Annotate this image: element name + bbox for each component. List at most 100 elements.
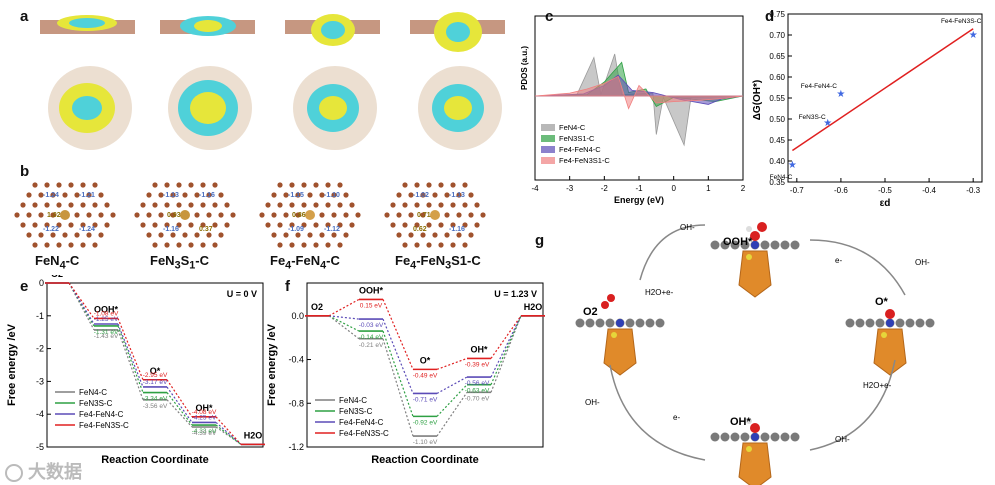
carbon-atom	[730, 240, 740, 250]
oxygen-atom	[750, 231, 760, 241]
carbon-atom	[283, 212, 289, 218]
carbon-atom	[438, 182, 444, 188]
carbon-atom	[331, 192, 337, 198]
structure-image-2	[160, 16, 255, 150]
carbon-atom	[402, 182, 408, 188]
connector	[166, 386, 193, 423]
x-tick-label: -0.6	[834, 186, 848, 195]
carbon-atom	[283, 192, 289, 198]
y-tick-label: 0.60	[769, 73, 785, 82]
reaction-step: OH-	[915, 258, 930, 267]
carbon-atom	[760, 240, 770, 250]
carbon-atom	[925, 318, 935, 328]
fe-cluster	[738, 250, 772, 298]
carbon-atom	[230, 212, 236, 218]
carbon-atom	[56, 222, 62, 228]
y-tick-label: 0.70	[769, 31, 785, 40]
carbon-atom	[74, 192, 80, 198]
energy-label: -2.95 eV	[143, 372, 168, 379]
legend-label: FeN4-C	[79, 388, 107, 397]
carbon-atom	[176, 222, 182, 228]
state-label: O*	[150, 366, 161, 376]
y-tick-label: 0.65	[769, 52, 785, 61]
carbon-atom	[194, 232, 200, 238]
carbon-atom	[408, 232, 414, 238]
energy-label: -3.17 eV	[143, 379, 168, 386]
y-tick-label: 0.45	[769, 136, 785, 145]
panel-f-energy: 0.0 -0.4 -0.8 -1.2 Reaction Coordinate Free e…	[265, 275, 550, 480]
carbon-atom	[104, 202, 110, 208]
carbon-atom	[905, 318, 915, 328]
lattice-2: -1.13 -1.16 0.93 -1.16 0.37	[134, 182, 236, 248]
carbon-atom	[74, 212, 80, 218]
carbon-atom	[343, 192, 349, 198]
carbon-atom	[182, 232, 188, 238]
energy-label: 0.15 eV	[360, 302, 383, 309]
carbon-atom	[456, 232, 462, 238]
carbon-atom	[343, 212, 349, 218]
state-label: O2	[311, 302, 323, 312]
carbon-atom	[474, 202, 480, 208]
carbon-atom	[50, 192, 56, 198]
carbon-atom	[283, 232, 289, 238]
carbon-atom	[32, 242, 38, 248]
x-tick-label: -3	[566, 184, 574, 193]
carbon-atom	[307, 192, 313, 198]
fe-atom	[60, 210, 70, 220]
carbon-atom	[218, 232, 224, 238]
o2-atom	[607, 294, 615, 302]
carbon-atom	[325, 202, 331, 208]
free-energy-chart-u123: 0.0 -0.4 -0.8 -1.2 Reaction Coordinate Free e…	[266, 282, 545, 466]
carbon-atom	[331, 212, 337, 218]
carbon-atom	[790, 432, 800, 442]
energy-label: -0.56 eV	[465, 380, 490, 387]
carbon-atom	[720, 432, 730, 442]
carbon-atom	[301, 202, 307, 208]
carbon-atom	[349, 202, 355, 208]
carbon-atom	[176, 202, 182, 208]
connector	[117, 329, 144, 400]
reaction-step: OH-	[680, 223, 695, 232]
carbon-atom	[408, 192, 414, 198]
state-label: O2	[51, 275, 63, 279]
carbon-atom	[271, 192, 277, 198]
carbon-atom	[295, 232, 301, 238]
data-point: ★	[823, 118, 832, 129]
y-tick-label: 0.0	[291, 311, 304, 321]
carbon-atom	[152, 242, 158, 248]
carbon-atom	[289, 222, 295, 228]
carbon-atom	[575, 318, 585, 328]
connector	[490, 315, 522, 359]
connector	[117, 325, 144, 393]
panel-d-scatter: 0.35 0.40 0.45 0.50 0.55 0.60 0.65 0.70 0.75 -0.7…	[750, 0, 995, 215]
legend-label: FeN3S-C	[79, 399, 113, 408]
pdos-chart: -4 -3 -2 -1 0 1 2 Energy (eV) PDOS (a.u.) FeN4-C F…	[520, 15, 746, 205]
oxygen-atom	[885, 309, 895, 319]
reaction-step: H2O+e-	[645, 288, 674, 297]
energy-label: -3.56 eV	[143, 403, 168, 410]
carbon-atom	[655, 318, 665, 328]
bader-charge-structures: -1.24 -1.211.02-1.22 -1.24-1.13 -1.160.93-1…	[14, 182, 486, 248]
carbon-atom	[194, 192, 200, 198]
charge-label: 0.86	[292, 212, 306, 219]
carbon-atom	[20, 222, 26, 228]
structure-image-4	[410, 12, 505, 150]
carbon-atom	[414, 202, 420, 208]
fe-atom	[430, 210, 440, 220]
carbon-atom	[402, 202, 408, 208]
carbon-atom	[259, 212, 265, 218]
x-axis-title: εd	[880, 198, 891, 209]
carbon-atom	[206, 232, 212, 238]
charge-label: -1.09	[288, 226, 304, 233]
charge-label: -1.13	[449, 192, 465, 199]
y-tick-label: -3	[36, 376, 44, 386]
state-label: OOH*	[94, 304, 119, 314]
connector	[117, 323, 144, 388]
charge-label: -1.12	[324, 226, 340, 233]
carbon-atom	[438, 222, 444, 228]
data-point: ★	[836, 89, 845, 100]
carbon-atom	[32, 202, 38, 208]
carbon-atom	[140, 222, 146, 228]
energy-label: -0.92 eV	[413, 419, 438, 426]
y-tick-label: 0.50	[769, 115, 785, 124]
